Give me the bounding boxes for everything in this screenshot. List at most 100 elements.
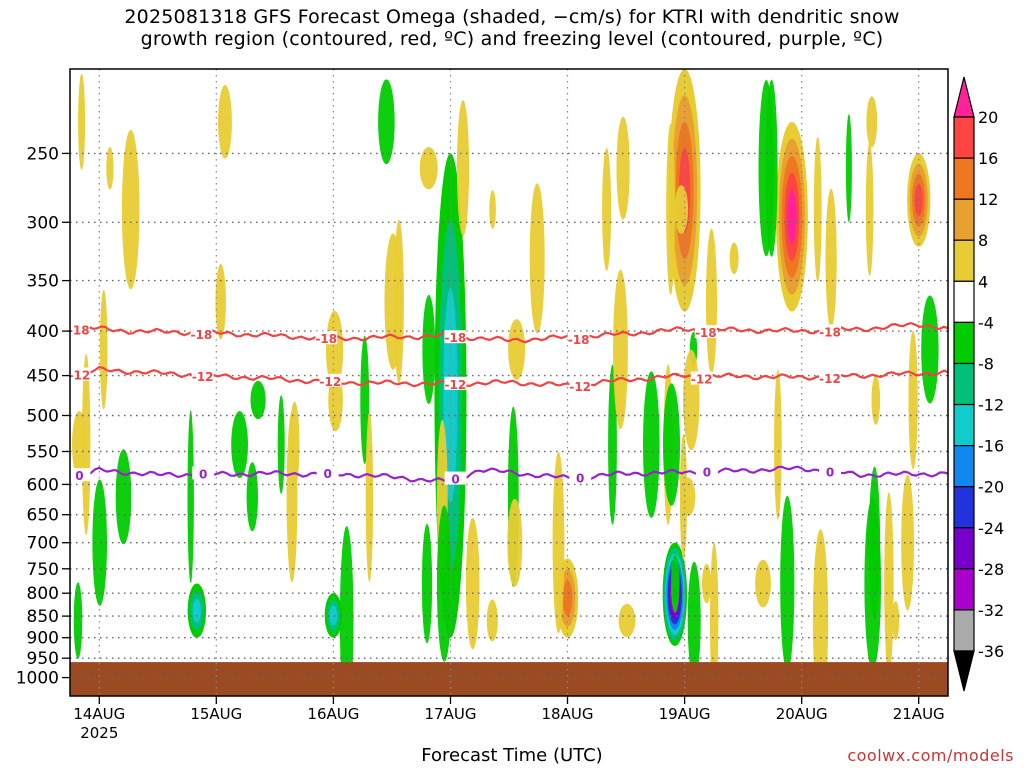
colorbar-swatch [953, 527, 975, 570]
omega-streak [422, 294, 436, 405]
omega-streak [706, 228, 717, 375]
colorbar-swatch [953, 609, 975, 652]
omega-streak [82, 353, 91, 536]
contour-label--12: -12 [192, 370, 214, 384]
omega-streak [73, 582, 83, 659]
contour-label-bg [569, 470, 592, 484]
y-tick-label: 300 [27, 213, 59, 233]
colorbar-swatch [953, 362, 975, 406]
contour-label--18: -18 [695, 326, 717, 340]
colorbar-label: 20 [978, 108, 998, 127]
colorbar-swatch [953, 321, 975, 365]
omega-streak [360, 335, 370, 465]
omega-streak [419, 147, 438, 190]
x-tick-label: 21AUG [893, 705, 945, 723]
credit-link[interactable]: coolwx.com/models [847, 746, 1014, 765]
omega-streak [246, 462, 258, 532]
omega-streak [616, 116, 630, 220]
colorbar-label: 12 [978, 190, 998, 209]
y-tick-label: 500 [27, 407, 59, 427]
y-tick-label: 650 [27, 506, 59, 526]
y-tick-label: 800 [27, 584, 59, 604]
colorbar-swatch [953, 568, 975, 611]
omega-streak [277, 395, 285, 494]
contour-label-bg [567, 331, 590, 345]
y-axis: 2503003504004505005506006507007508008509… [16, 144, 70, 689]
y-tick-label: 250 [27, 144, 59, 164]
contour-label-bg [444, 471, 467, 485]
contour-label--12: -12 [445, 378, 467, 392]
shade-layer [72, 69, 939, 696]
omega-streak [365, 411, 374, 582]
contour-label-0: 0 [324, 467, 332, 481]
y-tick-label: 750 [27, 560, 59, 580]
omega-streak [884, 492, 894, 676]
omega-streak [384, 233, 402, 370]
omega-streak [921, 295, 939, 404]
x-tick-label: 15AUG [190, 705, 242, 723]
omega-streak [106, 146, 114, 190]
contour-lines: -18 -18 -18 -18 -18 -18 -18 -12 -12 -12 -12 -12 -12 -… [67, 321, 949, 487]
omega-streak [92, 479, 107, 606]
x-tick-sublabel: 2025 [80, 724, 118, 742]
colorbar-swatch [953, 157, 975, 200]
y-tick-label: 900 [27, 629, 59, 649]
contour-label--12: -12 [69, 369, 91, 383]
omega-streak [765, 79, 778, 257]
y-tick-label: 850 [27, 607, 59, 627]
y-tick-label: 350 [27, 272, 59, 292]
omega-streak [218, 85, 232, 159]
colorbar-label: -24 [978, 519, 1004, 538]
x-tick-label: 18AUG [542, 705, 594, 723]
contour-label--18: -18 [191, 328, 213, 342]
gridlines [70, 69, 948, 696]
omega-streak [250, 380, 266, 420]
y-tick-label: 450 [27, 367, 59, 387]
x-tick-label: 19AUG [659, 705, 711, 723]
omega-streak [421, 523, 433, 644]
colorbar-label: -8 [978, 355, 994, 374]
contour-label--18: -18 [568, 333, 590, 347]
omega-streak [613, 269, 628, 430]
omega-streak [618, 603, 636, 638]
omega-streak [115, 449, 132, 545]
contour-label-bg [316, 465, 339, 479]
omega-streak [286, 411, 298, 583]
omega-streak [813, 136, 822, 283]
contour-label--18: -18 [445, 331, 467, 345]
omega-streak [465, 517, 480, 650]
colorbar-label: -28 [978, 560, 1004, 579]
omega-streak [674, 185, 689, 234]
contour-label-bg [190, 326, 213, 340]
colorbar-label: 8 [978, 231, 988, 250]
ground-layer [70, 662, 948, 696]
omega-streak [602, 148, 612, 271]
omega-shading [72, 69, 939, 696]
colorbar-swatch [953, 198, 975, 241]
omega-streak [679, 434, 688, 560]
omega-streak [378, 79, 395, 165]
omega-streak [508, 319, 526, 380]
omega-streak [99, 289, 108, 410]
omega-streak [702, 563, 712, 604]
omega-streak [670, 554, 680, 613]
contour-label--12: -12 [819, 372, 841, 386]
contour-label-0: 0 [451, 473, 459, 487]
contour-label-bg [68, 468, 91, 482]
omega-streak [892, 601, 900, 640]
colorbar-label: -32 [978, 601, 1004, 620]
omega-streak [755, 559, 771, 608]
omega-streak [643, 371, 660, 518]
contour-label--18: -18 [315, 332, 337, 346]
omega-streak [663, 383, 680, 506]
omega-streak [908, 330, 918, 470]
contour-label-bg [315, 331, 338, 345]
contour-label-0: 0 [576, 471, 584, 485]
contour-label--18: -18 [819, 326, 841, 340]
colorbar-top-arrow [953, 76, 975, 118]
contour-label-bg [68, 367, 91, 381]
contour-label-0: 0 [826, 465, 834, 479]
contour-label-bg [444, 376, 467, 390]
omega-feature-5 [192, 598, 201, 623]
contour-label-bg [819, 324, 841, 338]
